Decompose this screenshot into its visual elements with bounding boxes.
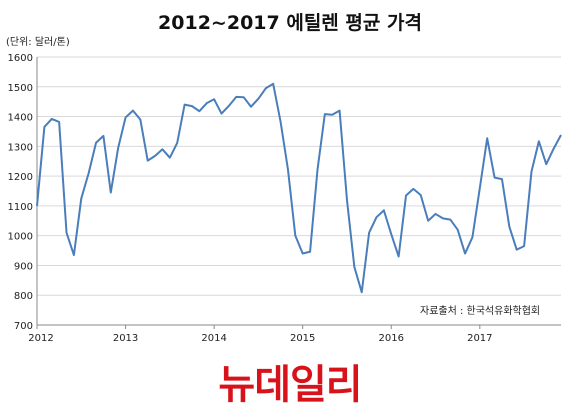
data-point [183,103,185,105]
data-point [169,156,171,158]
data-point [265,87,267,89]
data-point [316,169,318,171]
data-point [383,209,385,211]
data-point [102,135,104,137]
data-point [36,205,38,207]
data-point [471,236,473,238]
data-point [479,187,481,189]
source-note: 자료출처 : 한국석유화학협회 [418,302,543,317]
data-point [464,252,466,254]
data-point [51,118,53,120]
x-tick-label: 2014 [201,333,226,344]
data-point [552,148,554,150]
x-tick-label: 2017 [467,333,492,344]
data-point [257,97,259,99]
data-point [43,126,45,128]
data-point [73,254,75,256]
data-point [191,105,193,107]
data-point [530,170,532,172]
x-tick-label: 2016 [379,333,404,344]
data-point [235,96,237,98]
data-point [147,159,149,161]
data-point [361,291,363,293]
data-point [309,251,311,253]
data-point [294,234,296,236]
data-point [501,178,503,180]
y-tick-label: 1400 [8,113,33,124]
data-point [442,217,444,219]
data-point [523,245,525,247]
data-point [508,226,510,228]
x-tick-label: 2015 [290,333,315,344]
data-point [80,197,82,199]
data-point [139,118,141,120]
y-tick-label: 1100 [8,202,33,213]
data-point [486,137,488,139]
x-axis: 2012 2013 2014 2015 2016 2017 [28,324,561,344]
data-point [110,191,112,193]
y-tick-label: 700 [14,321,33,332]
data-point [95,142,97,144]
data-point [516,248,518,250]
data-point [213,98,215,100]
data-point [65,231,67,233]
data-point [132,109,134,111]
data-point [154,155,156,157]
data-point [346,199,348,201]
plot-area [36,82,562,294]
data-point [397,255,399,257]
unit-note: (단위: 달러/톤) [6,37,70,48]
data-point [287,168,289,170]
data-point [279,120,281,122]
series-line-ethylene-price [36,82,562,294]
data-point [198,110,200,112]
data-point [124,116,126,118]
data-point [206,102,208,104]
data-point [560,134,562,136]
data-point [353,266,355,268]
data-point [161,148,163,150]
data-point [545,163,547,165]
data-point [324,113,326,115]
data-point [338,109,340,111]
y-tick-label: 900 [14,261,33,272]
data-point [228,105,230,107]
y-tick-label: 1300 [8,142,33,153]
data-point [456,229,458,231]
data-point [375,216,377,218]
data-point [390,233,392,235]
data-point [420,194,422,196]
data-point [368,231,370,233]
data-point [538,140,540,142]
y-axis: 700 800 900 1000 1100 1200 1300 1400 1500 1600 [8,53,38,332]
brand-logo: 뉴데일리 [218,362,362,408]
data-point [220,112,222,114]
x-tick-label: 2012 [28,333,53,344]
data-point [405,194,407,196]
y-tick-label: 1500 [8,83,33,94]
chart-title: 2012~2017 에틸렌 평균 가격 [158,12,422,34]
data-point [434,213,436,215]
y-tick-label: 800 [14,291,33,302]
data-point [117,147,119,149]
data-point [176,142,178,144]
data-point [427,220,429,222]
data-point [58,121,60,123]
y-tick-label: 1600 [8,53,33,64]
y-tick-label: 1200 [8,172,33,183]
y-tick-label: 1000 [8,232,33,243]
data-point [272,83,274,85]
data-point [449,218,451,220]
data-point [87,172,89,174]
data-point [331,114,333,116]
data-point [301,252,303,254]
data-point [242,96,244,98]
x-tick-label: 2013 [113,333,138,344]
data-point [493,176,495,178]
gridlines [37,56,561,326]
data-point [412,188,414,190]
data-point [250,106,252,108]
